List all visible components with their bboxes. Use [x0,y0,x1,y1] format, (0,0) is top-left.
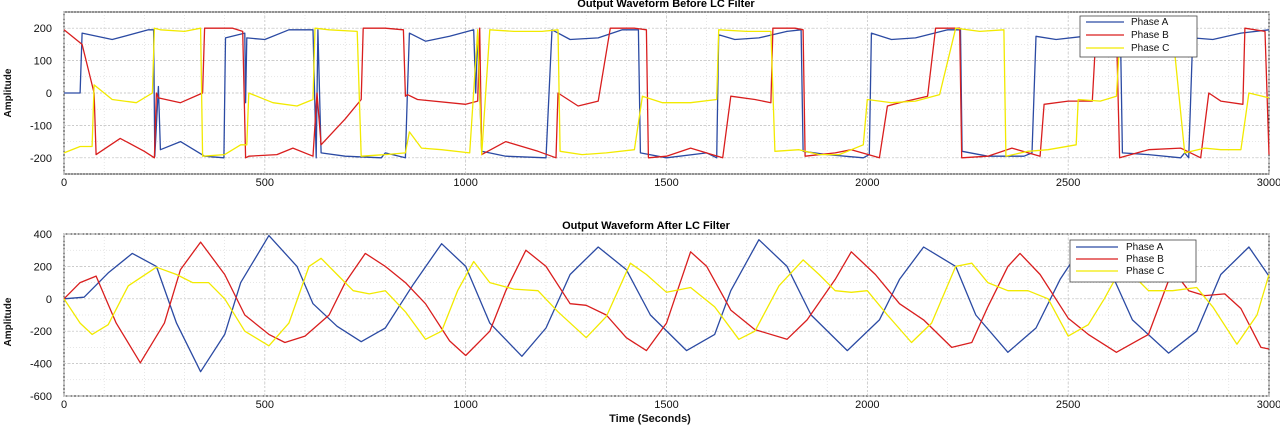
grid [63,11,1270,175]
x-tick-label: 0 [61,399,67,411]
series-line-phase-a [63,234,1270,373]
y-axis-label: Amplitude [3,297,14,346]
y-axis-label: Amplitude [3,68,14,117]
x-tick-label: 2500 [1056,399,1080,411]
y-tick-label: -600 [30,391,52,403]
legend-label-phase-b: Phase B [1126,254,1164,265]
x-tick-label: 1000 [453,399,477,411]
plot-after-filter: 0 500 1000 1500 2000 2500 30004002000-200-400-… [3,220,1280,425]
series-lines [63,234,1270,373]
y-tick-label: -200 [30,153,52,165]
axis-ticks: 0 500 1000 1500 2000 2500 30004002000-200-400-… [30,229,1280,411]
y-tick-label: -400 [30,359,52,371]
y-tick-label: 400 [34,229,52,241]
x-tick-label: 500 [256,177,274,189]
x-tick-label: 500 [256,399,274,411]
x-tick-label: 3000 [1257,177,1280,189]
legend: Phase A Phase B Phase C [1079,15,1198,58]
x-tick-label: 2000 [855,399,879,411]
series-lines [63,27,1270,159]
y-tick-label: 200 [34,261,52,273]
x-tick-label: 2000 [855,177,879,189]
series-line-phase-c [63,27,1270,157]
y-tick-label: -100 [30,120,52,132]
chart-title: Output Waveform After LC Filter [562,220,731,232]
x-tick-label: 1500 [654,177,678,189]
series-line-phase-b [63,27,1270,159]
x-tick-label: 1500 [654,399,678,411]
y-tick-label: -200 [30,326,52,338]
legend-label-phase-a: Phase A [1131,17,1169,28]
y-tick-label: 0 [46,88,52,100]
legend: Phase A Phase B Phase C [1069,239,1197,283]
legend-label-phase-c: Phase C [1131,43,1169,54]
legend-label-phase-a: Phase A [1126,242,1164,253]
y-tick-label: 0 [46,294,52,306]
legend-label-phase-b: Phase B [1131,30,1169,41]
x-tick-label: 1000 [453,177,477,189]
chart-title: Output Waveform Before LC Filter [577,0,755,10]
plot-before-filter: 0 500 1000 1500 2000 2500 30002001000-100-200 … [3,0,1280,189]
y-tick-label: 200 [34,23,52,35]
legend-label-phase-c: Phase C [1126,266,1164,277]
series-line-phase-c [63,257,1270,347]
legend-box [1079,15,1198,58]
x-tick-label: 2500 [1056,177,1080,189]
y-tick-label: 100 [34,56,52,68]
x-tick-label: 0 [61,177,67,189]
x-axis-label: Time (Seconds) [609,413,691,425]
x-tick-label: 3000 [1257,399,1280,411]
series-line-phase-a [64,29,1270,159]
series-line-phase-b [63,241,1270,364]
